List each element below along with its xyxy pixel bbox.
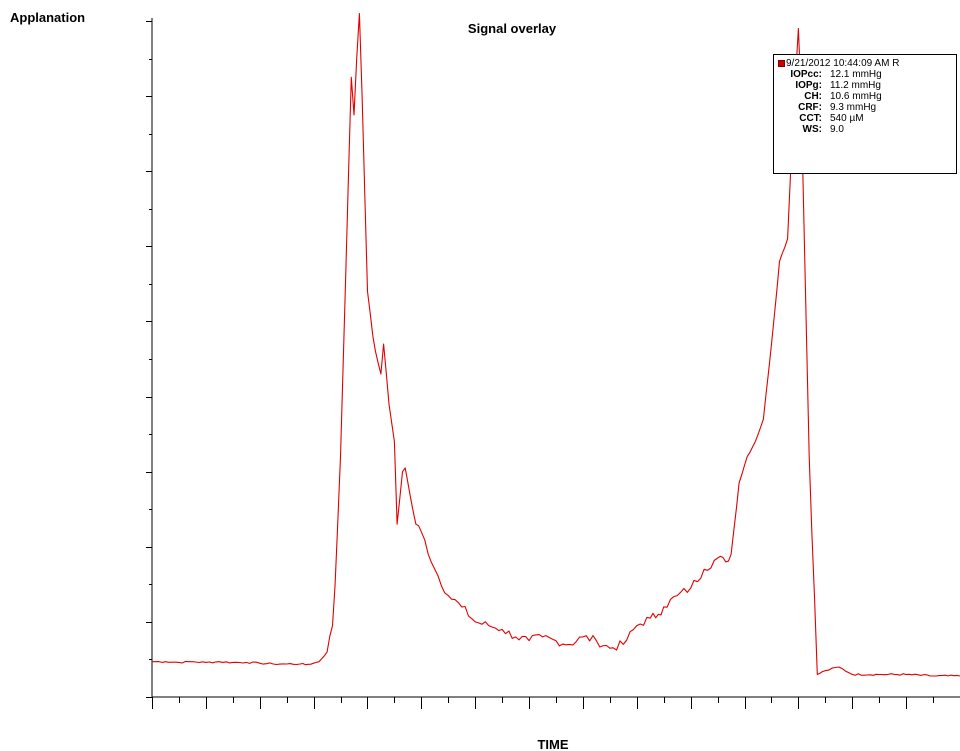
y-axis-ticks: [146, 21, 152, 698]
legend-header: 9/21/2012 10:44:09 AM R: [774, 58, 956, 69]
legend-value: 9.0: [830, 124, 844, 135]
legend-value: 12.1 mmHg: [830, 69, 882, 80]
legend-row-cct: CCT: 540 µM: [774, 113, 956, 124]
legend-key: WS:: [802, 124, 822, 135]
legend-box: 9/21/2012 10:44:09 AM R IOPcc: 12.1 mmHg…: [773, 54, 957, 174]
x-axis-ticks: [152, 697, 934, 709]
chart-title: Signal overlay: [468, 21, 557, 36]
legend-key: IOPcc:: [790, 69, 822, 80]
legend-row-iopcc: IOPcc: 12.1 mmHg: [774, 69, 956, 80]
legend-color-swatch: [778, 60, 785, 67]
legend-timestamp: 9/21/2012 10:44:09 AM R: [786, 58, 900, 69]
legend-value: 10.6 mmHg: [830, 91, 882, 102]
y-axis-title: Applanation: [10, 10, 85, 25]
legend-row-ws: WS: 9.0: [774, 124, 956, 135]
legend-row-ch: CH: 10.6 mmHg: [774, 91, 956, 102]
legend-key: CCT:: [799, 113, 822, 124]
signal-series-line: [152, 12, 960, 677]
legend-key: IOPg:: [795, 80, 822, 91]
x-axis-title: TIME: [537, 737, 568, 751]
legend-key: CRF:: [798, 102, 822, 113]
legend-key: CH:: [804, 91, 822, 102]
legend-value: 9.3 mmHg: [830, 102, 877, 113]
legend-value: 11.2 mmHg: [830, 80, 881, 91]
legend-row-iopg: IOPg: 11.2 mmHg: [774, 80, 956, 91]
legend-value: 540 µM: [830, 113, 864, 124]
legend-row-crf: CRF: 9.3 mmHg: [774, 102, 956, 113]
